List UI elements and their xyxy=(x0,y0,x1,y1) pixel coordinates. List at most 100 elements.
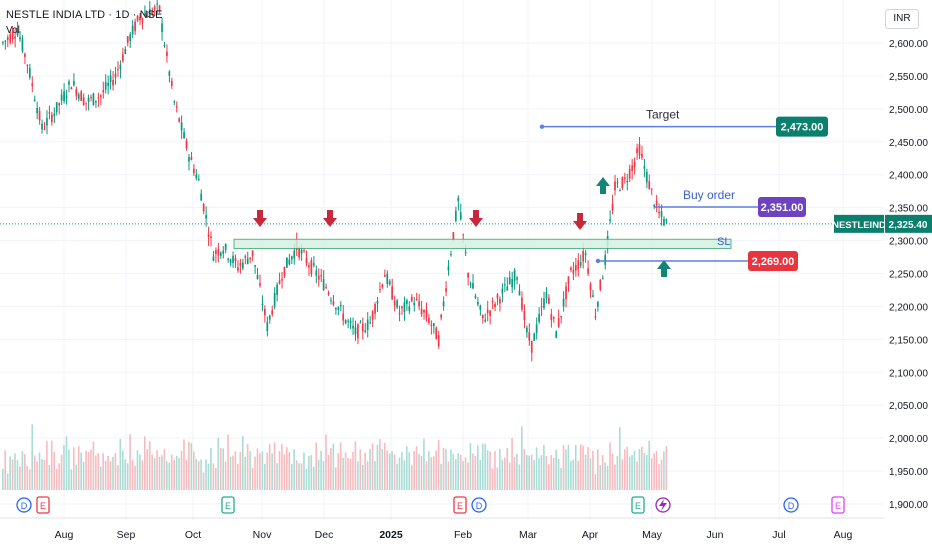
candle-body xyxy=(117,69,119,71)
volume-bar xyxy=(530,454,533,490)
earnings-marker xyxy=(221,496,235,514)
volume-bar xyxy=(65,436,68,490)
y-tick-label: 2,500.00 xyxy=(889,105,928,116)
volume-bar xyxy=(68,449,70,490)
volume-bar xyxy=(195,459,198,490)
volume-bar xyxy=(33,455,36,490)
volume-bar xyxy=(251,467,254,490)
candle-body xyxy=(364,330,367,333)
target-price-badge-box xyxy=(776,116,828,137)
down-arrow-icon xyxy=(469,210,483,227)
candle-body xyxy=(403,302,406,312)
volume-bar xyxy=(523,449,526,490)
candle-body xyxy=(256,274,259,279)
candle-body xyxy=(579,262,582,266)
y-tick-label: 2,050.00 xyxy=(889,401,928,412)
candle-body xyxy=(496,294,499,299)
volume-bar xyxy=(481,443,484,490)
volume-bar xyxy=(246,444,249,490)
candle-body xyxy=(48,112,51,114)
candle-body xyxy=(410,296,413,302)
volume-bar xyxy=(477,445,479,490)
volume-bar xyxy=(75,464,78,490)
candle-body xyxy=(347,320,349,322)
volume-bar xyxy=(151,454,153,490)
volume-bar xyxy=(506,448,508,490)
candle-body xyxy=(278,280,281,284)
volume-bar xyxy=(474,455,477,490)
candle-body xyxy=(550,314,553,321)
volume-bar xyxy=(357,461,359,490)
candle-body xyxy=(452,232,455,240)
candle-body xyxy=(183,132,185,139)
candle-body xyxy=(653,205,656,207)
volume-bar xyxy=(663,451,665,490)
candle-body xyxy=(457,197,460,202)
lightning-icon-glyph xyxy=(659,499,667,511)
candle-body xyxy=(481,314,484,319)
candle-body xyxy=(344,319,347,324)
candle-body xyxy=(144,13,146,16)
candle-body xyxy=(548,297,550,304)
up-arrow-head xyxy=(596,177,610,186)
volume-bar xyxy=(38,452,41,490)
candle-body xyxy=(192,168,195,174)
up-arrow-icon xyxy=(657,260,671,277)
candle-body xyxy=(50,114,53,123)
volume-bar xyxy=(129,434,131,490)
volume-bar xyxy=(437,439,440,490)
y-tick-label: 2,250.00 xyxy=(889,270,928,281)
volume-bar xyxy=(393,454,396,490)
candle-body xyxy=(660,211,663,217)
candle-body xyxy=(552,317,555,319)
candle-body xyxy=(589,283,592,291)
volume-bar xyxy=(599,465,602,490)
volume-bar xyxy=(6,473,9,490)
candle-body xyxy=(530,340,533,353)
volume-bar xyxy=(112,456,114,490)
candle-body xyxy=(151,10,154,15)
candle-body xyxy=(479,305,482,310)
y-tick-label: 1,950.00 xyxy=(889,467,928,478)
candle-body xyxy=(638,144,641,156)
candle-body xyxy=(266,321,269,331)
currency-button[interactable]: INR xyxy=(885,9,919,29)
candle-body xyxy=(406,300,408,304)
candle-body xyxy=(528,332,531,341)
candle-body xyxy=(107,82,110,86)
candle-body xyxy=(540,306,543,308)
volume-bar xyxy=(28,469,31,490)
volume-bar xyxy=(579,444,582,490)
candle-body xyxy=(322,279,325,290)
candle-body xyxy=(440,314,443,318)
volume-bar xyxy=(614,464,616,490)
candle-body xyxy=(95,100,97,103)
volume-bar xyxy=(315,442,318,490)
candle-body xyxy=(85,102,87,104)
y-tick-label: 2,150.00 xyxy=(889,335,928,346)
candle-body xyxy=(371,311,374,320)
candle-body xyxy=(73,81,75,86)
dividend-marker xyxy=(16,497,32,513)
volume-bar xyxy=(604,462,606,490)
volume-bar xyxy=(281,444,283,490)
x-tick-label: Dec xyxy=(315,529,334,541)
candle-body xyxy=(303,250,305,252)
candle-body xyxy=(621,177,624,189)
volume-bar xyxy=(606,465,609,490)
volume-bar xyxy=(153,458,156,490)
candle-body xyxy=(55,102,58,113)
volume-bar xyxy=(210,447,212,490)
candle-body xyxy=(60,94,63,101)
volume-bar xyxy=(87,451,90,490)
candle-body xyxy=(136,15,139,21)
candle-body xyxy=(335,308,337,310)
candle-body xyxy=(227,258,229,260)
volume-bar xyxy=(192,451,195,490)
candle-body xyxy=(523,311,526,320)
volume-bar xyxy=(369,448,371,490)
volume-bar xyxy=(205,459,207,490)
y-tick-label: 2,350.00 xyxy=(889,204,928,215)
